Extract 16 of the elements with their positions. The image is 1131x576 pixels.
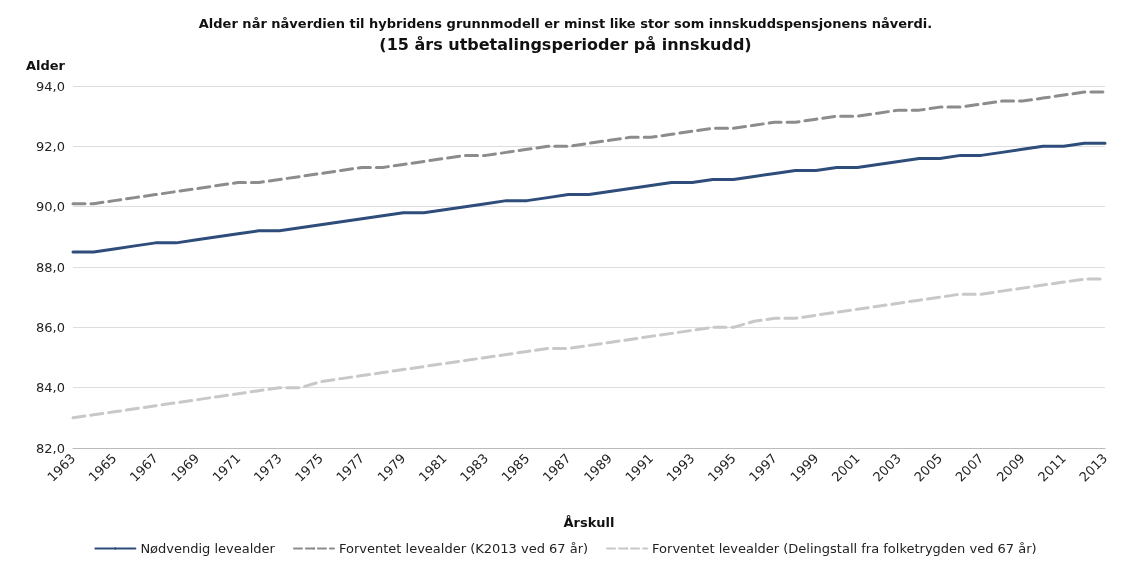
line-series — [71, 90, 1107, 206]
legend-label: Nødvendig levealder — [140, 541, 276, 556]
y-tick-label: 92,0 — [36, 138, 65, 154]
y-tick-label: 88,0 — [36, 259, 65, 275]
chart-title: Alder når nåverdien til hybridens grunnmodell er minst like stor som innskuddspensjonens nåverdi. — [198, 16, 933, 31]
chart-subtitle: (15 års utbetalingsperioder på innskudd) — [379, 34, 752, 54]
legend-label: Forventet levealder (K2013 ved 67 år) — [338, 541, 589, 556]
y-tick-label: 84,0 — [36, 380, 65, 396]
y-axis-title: Alder — [25, 58, 66, 73]
y-tick-label: 90,0 — [36, 199, 65, 215]
legend-label: Forventet levealder (Delingstall fra folketrygden ved 67 år) — [652, 541, 1037, 556]
line-series — [71, 141, 1107, 254]
y-tick-label: 94,0 — [36, 78, 65, 94]
y-tick-label: 86,0 — [36, 319, 65, 335]
x-axis-title: Årskull — [563, 515, 615, 530]
y-tick-label: 82,0 — [36, 440, 65, 456]
